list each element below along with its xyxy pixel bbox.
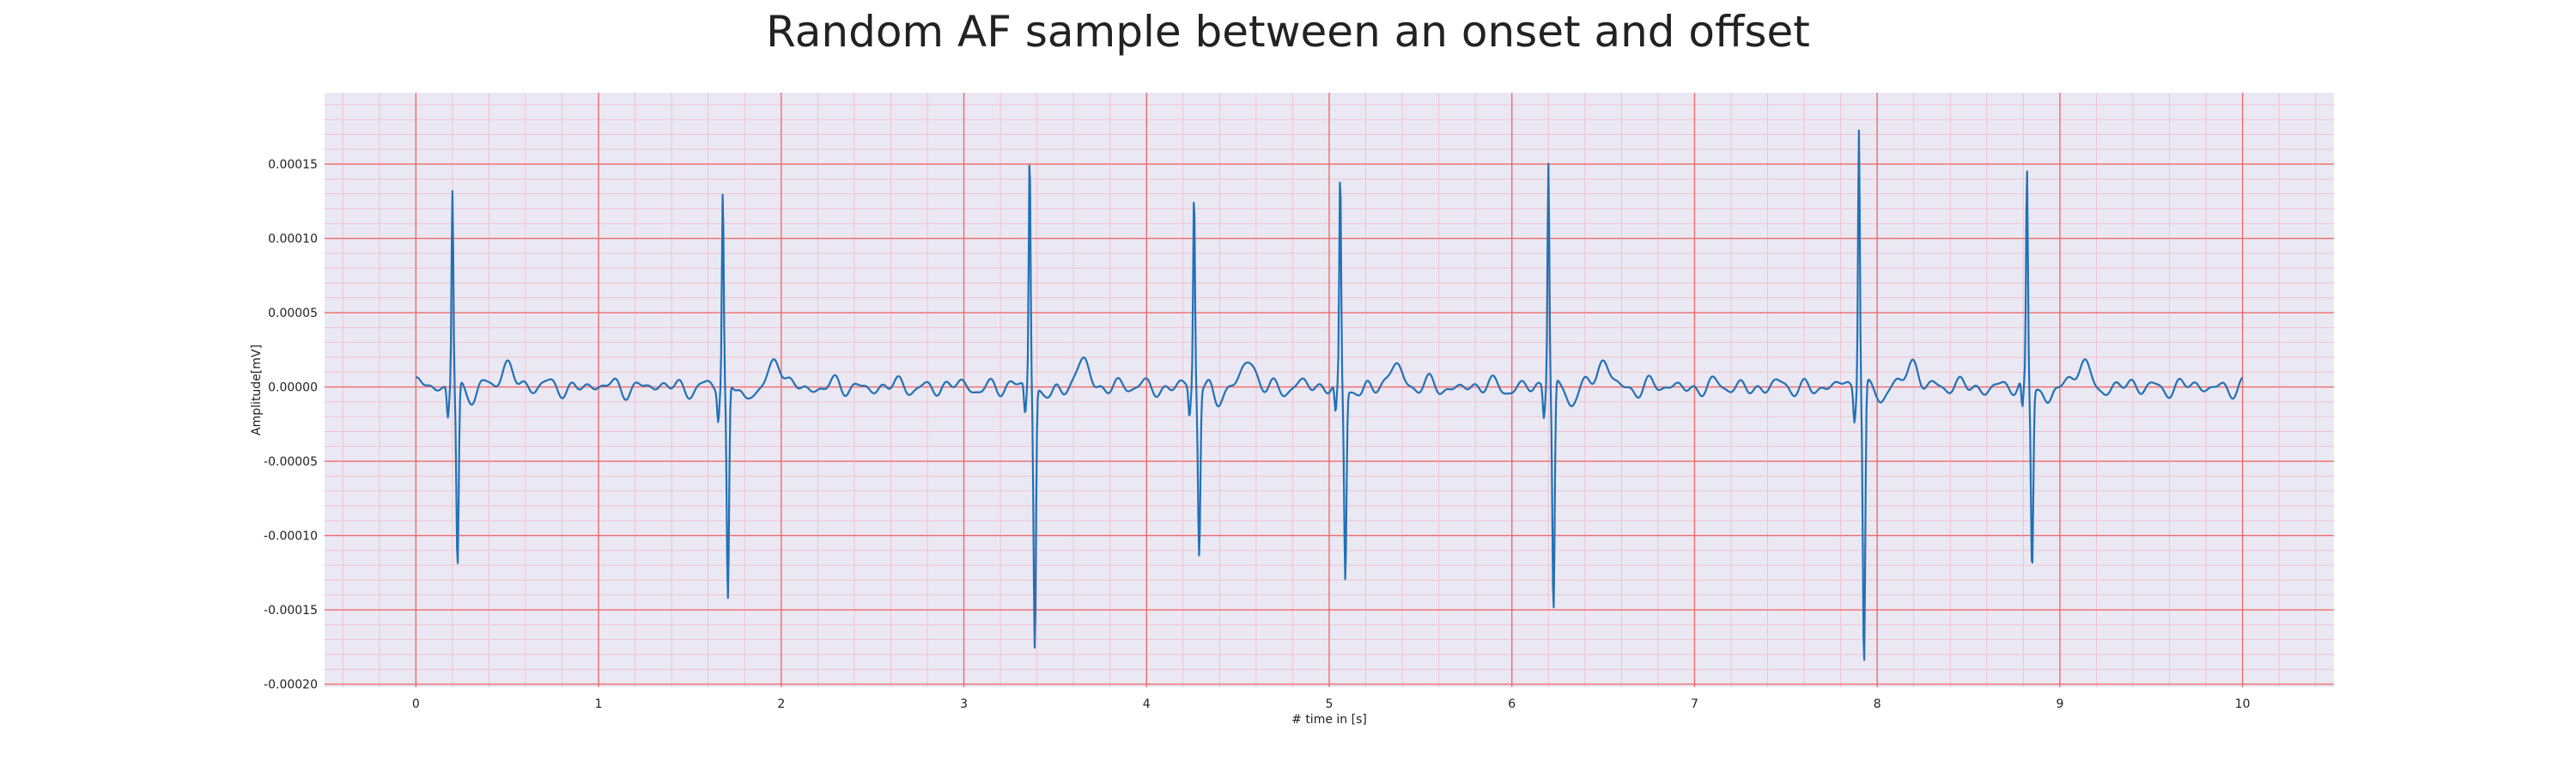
y-tick-label: 0.00015 [268,158,318,172]
x-tick-label: 9 [2056,697,2063,711]
y-tick-label: 0.00000 [268,381,318,395]
chart-title: Random AF sample between an onset and of… [766,7,1810,57]
x-tick-label: 2 [777,697,785,711]
y-axis-label: Amplitude[mV] [250,344,264,435]
x-tick-label: 0 [412,697,420,711]
y-tick-label: 0.00010 [268,233,318,247]
series-group [415,129,2244,661]
y-tick-label: -0.00010 [264,530,318,544]
x-tick-label: 10 [2235,697,2251,711]
y-tick-label: -0.00005 [264,455,318,469]
y-tick-label: -0.00015 [264,604,318,618]
x-tick-label: 1 [595,697,603,711]
x-axis-label: # time in [s] [1291,713,1367,727]
x-tick-label: 5 [1326,697,1334,711]
y-tick-label: -0.00020 [264,679,318,692]
x-tick-label: 4 [1143,697,1151,711]
x-tick-label: 7 [1691,697,1698,711]
y-tick-labels: 0.00015 0.00010 0.00005 0.00000 -0.00005 -0.0… [264,158,318,692]
x-tick-labels: 0 1 2 3 4 5 6 7 8 9 10 [412,697,2251,711]
x-tick-label: 6 [1508,697,1516,711]
y-tick-label: 0.00005 [268,307,318,320]
x-tick-label: 3 [960,697,968,711]
series-line [415,129,2244,661]
x-tick-label: 8 [1874,697,1881,711]
